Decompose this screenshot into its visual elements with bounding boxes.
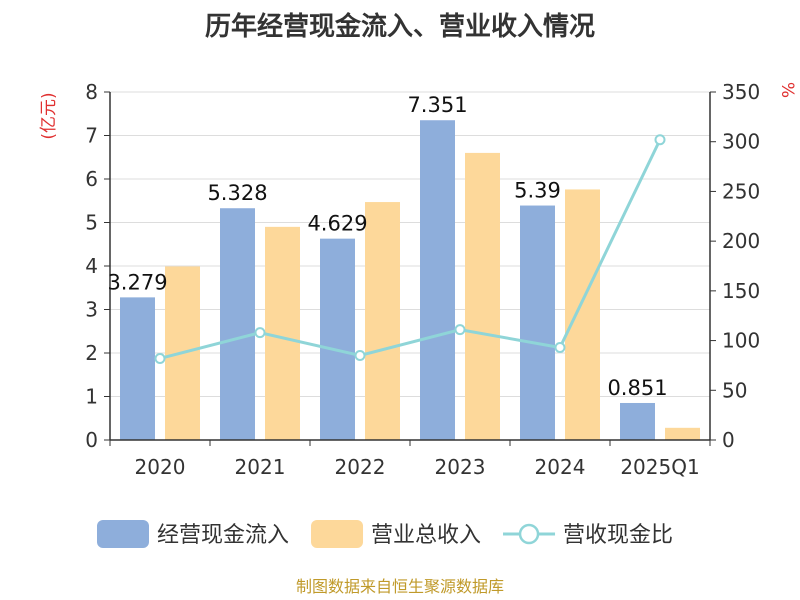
legend-label: 营业总收入 xyxy=(371,523,481,548)
left-tick-label: 4 xyxy=(85,254,98,278)
data-labels: 3.279 5.328 4.629 7.351 5.39 0.851 xyxy=(107,93,667,400)
legend-swatch xyxy=(97,520,149,548)
legend: 经营现金流入 营业总收入 营收现金比 xyxy=(97,520,673,548)
bar-cash-inflow xyxy=(520,205,555,440)
x-tick-label: 2021 xyxy=(235,455,286,479)
bar-revenue xyxy=(665,427,700,440)
right-tick-label: 300 xyxy=(722,130,760,154)
bar-data-label: 5.39 xyxy=(514,179,561,203)
bar-cash-inflow xyxy=(420,120,455,440)
right-tick-label: 150 xyxy=(722,279,760,303)
right-tick-label: 100 xyxy=(722,329,760,353)
bar-revenue xyxy=(365,202,400,440)
right-tick-label: 0 xyxy=(722,428,735,452)
left-axis-unit: (亿元) xyxy=(39,92,59,139)
bar-cash-inflow xyxy=(120,297,155,440)
right-tick-label: 50 xyxy=(722,378,747,402)
ratio-line-path xyxy=(159,139,662,360)
bar-revenue xyxy=(465,152,500,440)
bar-cash-inflow xyxy=(620,402,655,440)
left-tick-label: 8 xyxy=(85,80,98,104)
left-tick-label: 6 xyxy=(85,167,98,191)
legend-label: 营收现金比 xyxy=(563,523,673,548)
left-tick-label: 5 xyxy=(85,211,98,235)
legend-marker xyxy=(518,523,540,545)
legend-label: 经营现金流入 xyxy=(157,523,289,548)
bar-revenue xyxy=(265,226,300,440)
bar-data-label: 0.851 xyxy=(607,376,667,400)
x-tick-label: 2023 xyxy=(435,455,486,479)
ratio-line xyxy=(154,134,666,364)
bar-cash-inflow xyxy=(320,238,355,440)
bar-data-label: 5.328 xyxy=(207,181,267,205)
ratio-point xyxy=(254,327,266,339)
right-tick-label: 200 xyxy=(722,229,760,253)
right-tick-label: 250 xyxy=(722,179,760,203)
bar-data-label: 7.351 xyxy=(407,93,467,117)
left-tick-label: 7 xyxy=(85,124,98,148)
source-note: 制图数据来自恒生聚源数据库 xyxy=(296,577,504,596)
chart-title: 历年经营现金流入、营业收入情况 xyxy=(205,11,595,42)
gridlines xyxy=(110,91,710,397)
right-axis-unit: % xyxy=(777,82,797,98)
left-tick-label: 1 xyxy=(85,385,98,409)
x-tick-label: 2022 xyxy=(335,455,386,479)
ratio-point xyxy=(454,324,466,336)
bar-cash-inflow xyxy=(220,208,255,440)
ratio-point xyxy=(354,349,366,361)
bar-revenue xyxy=(565,189,600,440)
ratio-point xyxy=(654,134,666,146)
x-tick-label: 2024 xyxy=(535,455,586,479)
x-tick-label: 2020 xyxy=(135,455,186,479)
legend-swatch xyxy=(311,520,364,548)
ratio-point xyxy=(154,352,166,364)
left-tick-label: 0 xyxy=(85,428,98,452)
axes: 0 1 2 3 4 5 6 7 8 0 50 100 150 200 250 300 350 2020 2021 20… xyxy=(85,80,760,479)
bar-data-label: 4.629 xyxy=(307,212,367,236)
ratio-point xyxy=(554,342,566,354)
left-tick-label: 2 xyxy=(85,341,98,365)
bars xyxy=(120,120,700,440)
left-tick-label: 3 xyxy=(85,298,98,322)
x-tick-label: 2025Q1 xyxy=(620,455,699,479)
bar-data-label: 3.279 xyxy=(107,270,167,294)
right-tick-label: 350 xyxy=(722,80,760,104)
